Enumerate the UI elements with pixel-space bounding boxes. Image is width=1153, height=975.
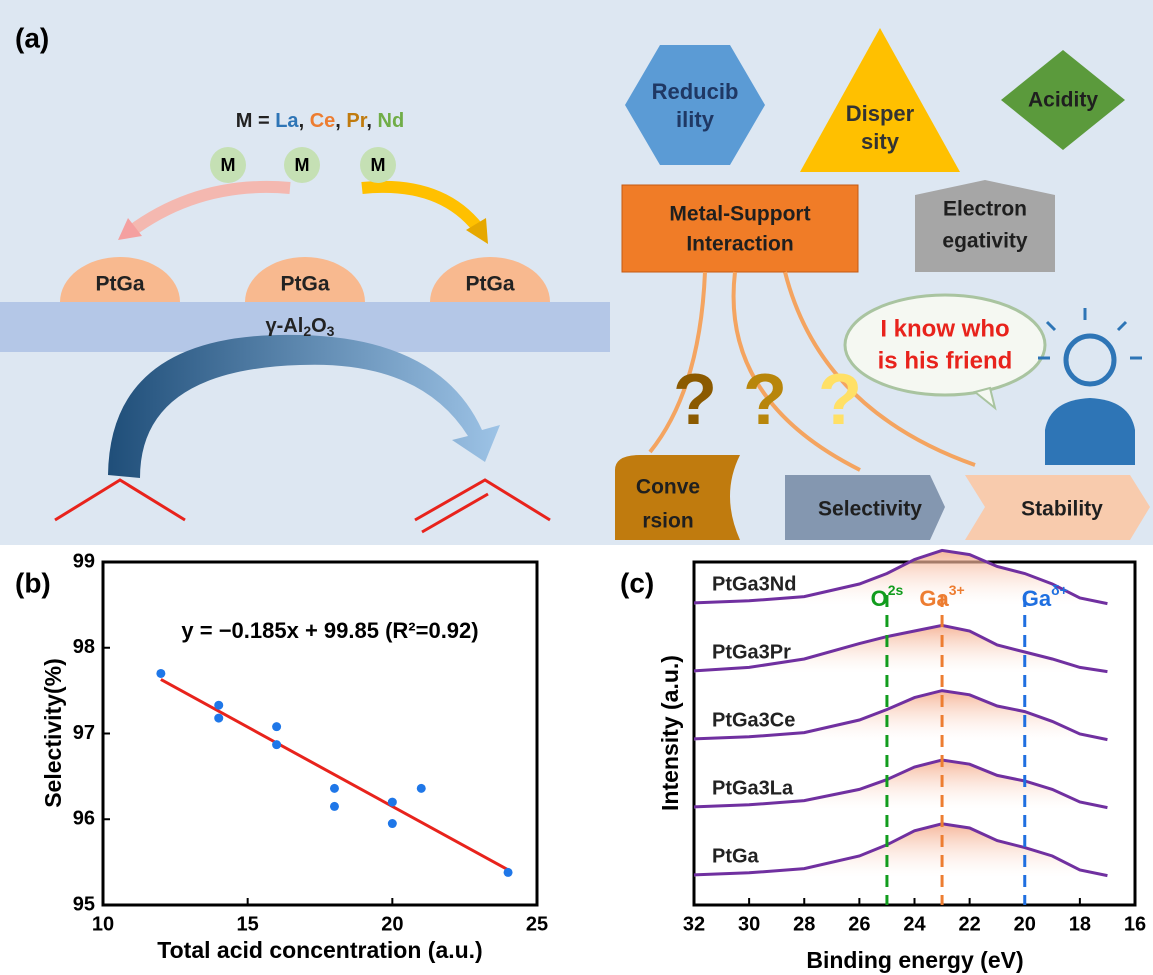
person: [1045, 398, 1135, 465]
x-axis-label: Total acid concentration (a.u.): [157, 937, 482, 963]
metal-formula: M = La, Ce, Pr, Nd: [236, 110, 404, 132]
y-axis-label: Selectivity(%): [40, 658, 66, 808]
fit-line: [161, 679, 508, 869]
formula-part: M =: [236, 110, 275, 132]
peak-label: O2s: [871, 582, 904, 611]
electronegativity-box: [915, 180, 1055, 272]
x-tick-label: 18: [1069, 913, 1091, 935]
question-mark: ?: [818, 360, 862, 440]
point: [272, 740, 281, 749]
x-tick-label: 28: [793, 913, 815, 935]
x-tick-label: 20: [381, 913, 403, 935]
electronegativity: egativity: [942, 230, 1028, 253]
x-tick-label: 30: [738, 913, 760, 935]
electronegativity: Electron: [943, 198, 1027, 221]
support-label: γ-Al2O3: [266, 315, 335, 338]
point: [388, 798, 397, 807]
y-tick-label: 95: [73, 893, 95, 915]
point: [156, 669, 165, 678]
sample-label: PtGa3Pr: [712, 641, 791, 663]
x-tick-label: 22: [959, 913, 981, 935]
particle: PtGa: [280, 273, 329, 296]
equation: y = −0.185x + 99.85 (R²=0.92): [181, 618, 478, 643]
formula-part: Nd: [378, 110, 405, 132]
point: [330, 784, 339, 793]
formula-part: ,: [366, 110, 377, 132]
sample-label: PtGa: [712, 845, 760, 867]
panel-label: (b): [15, 567, 51, 598]
y-tick-label: 96: [73, 808, 95, 830]
support-part: O: [311, 315, 327, 337]
x-tick-label: 20: [1014, 913, 1036, 935]
x-tick-label: 24: [903, 913, 926, 935]
y-axis-label: Intensity (a.u.): [657, 655, 683, 811]
metal: M: [221, 155, 236, 175]
peak-label: Ga3+: [919, 582, 964, 611]
x-tick-label: 15: [237, 913, 259, 935]
formula-part: Ce: [310, 110, 336, 132]
acidity: Acidity: [1028, 89, 1098, 112]
y-tick-label: 97: [73, 722, 95, 744]
y-tick-label: 98: [73, 636, 95, 658]
particle: PtGa: [95, 273, 144, 296]
peak-label-base: O: [871, 586, 888, 611]
peak-label-base: Ga: [1022, 586, 1052, 611]
peak-label-base: Ga: [919, 586, 949, 611]
x-tick-label: 26: [848, 913, 870, 935]
stability-label: Stability: [1021, 498, 1103, 521]
panel-a-bg: [0, 0, 1153, 545]
speech-bubble: [845, 295, 1045, 395]
panel-c: (c) 32 30 28 26 24 22 20 18 16 Binding energy (eV)…: [620, 550, 1146, 973]
x-tick-label: 25: [526, 913, 548, 935]
point: [214, 714, 223, 723]
conversion: rsion: [642, 510, 693, 533]
x-axis-label: Binding energy (eV): [806, 947, 1023, 973]
support-part: 3: [327, 323, 335, 339]
point: [504, 868, 513, 877]
panel-label: (a): [15, 22, 49, 53]
figure: (a) M = La, Ce, Pr, Nd M M M PtGa PtGa PtGa γ-A…: [0, 0, 1153, 975]
dispersity: sity: [861, 129, 900, 154]
question-mark: ?: [743, 360, 787, 440]
panel-label: (c): [620, 567, 654, 598]
formula-part: La: [275, 110, 299, 132]
dispersity: Disper: [846, 101, 915, 126]
sample-label: PtGa3Nd: [712, 573, 796, 595]
panel-b: (b) 10 15 20 25 95 96 97 98 99 Total acid concentr…: [15, 550, 548, 963]
support-part: 2: [303, 323, 311, 339]
plot-frame: [103, 562, 537, 905]
reducibility: ility: [676, 107, 715, 132]
sample-label: PtGa3Ce: [712, 709, 795, 731]
bubble-text: I know who: [880, 315, 1009, 342]
formula-part: ,: [335, 110, 346, 132]
peak-label-sup: 3+: [949, 582, 965, 598]
msi: Metal-Support: [669, 203, 810, 226]
selectivity-label: Selectivity: [818, 498, 922, 521]
question-mark: ?: [673, 360, 717, 440]
sample-label: PtGa3La: [712, 777, 794, 799]
msi-box: [622, 185, 858, 272]
point: [388, 819, 397, 828]
particle: PtGa: [465, 273, 514, 296]
peak-label-sup: 2s: [888, 582, 904, 598]
point: [417, 784, 426, 793]
reducibility: Reducib: [652, 79, 739, 104]
bubble-text: is his friend: [878, 347, 1013, 374]
metal: M: [295, 155, 310, 175]
formula-part: Pr: [346, 110, 367, 132]
point: [330, 802, 339, 811]
peak-label: Gaδ+: [1022, 582, 1068, 611]
point: [214, 701, 223, 710]
conversion: Conve: [636, 476, 700, 499]
point: [272, 722, 281, 731]
peak-label-sup: δ+: [1051, 582, 1068, 598]
x-tick-label: 32: [683, 913, 705, 935]
msi: Interaction: [686, 233, 793, 256]
x-tick-label: 16: [1124, 913, 1146, 935]
y-tick-label: 99: [73, 550, 95, 572]
metal: M: [371, 155, 386, 175]
support-part: γ-Al: [266, 315, 304, 337]
x-tick-label: 10: [92, 913, 114, 935]
formula-part: ,: [299, 110, 310, 132]
